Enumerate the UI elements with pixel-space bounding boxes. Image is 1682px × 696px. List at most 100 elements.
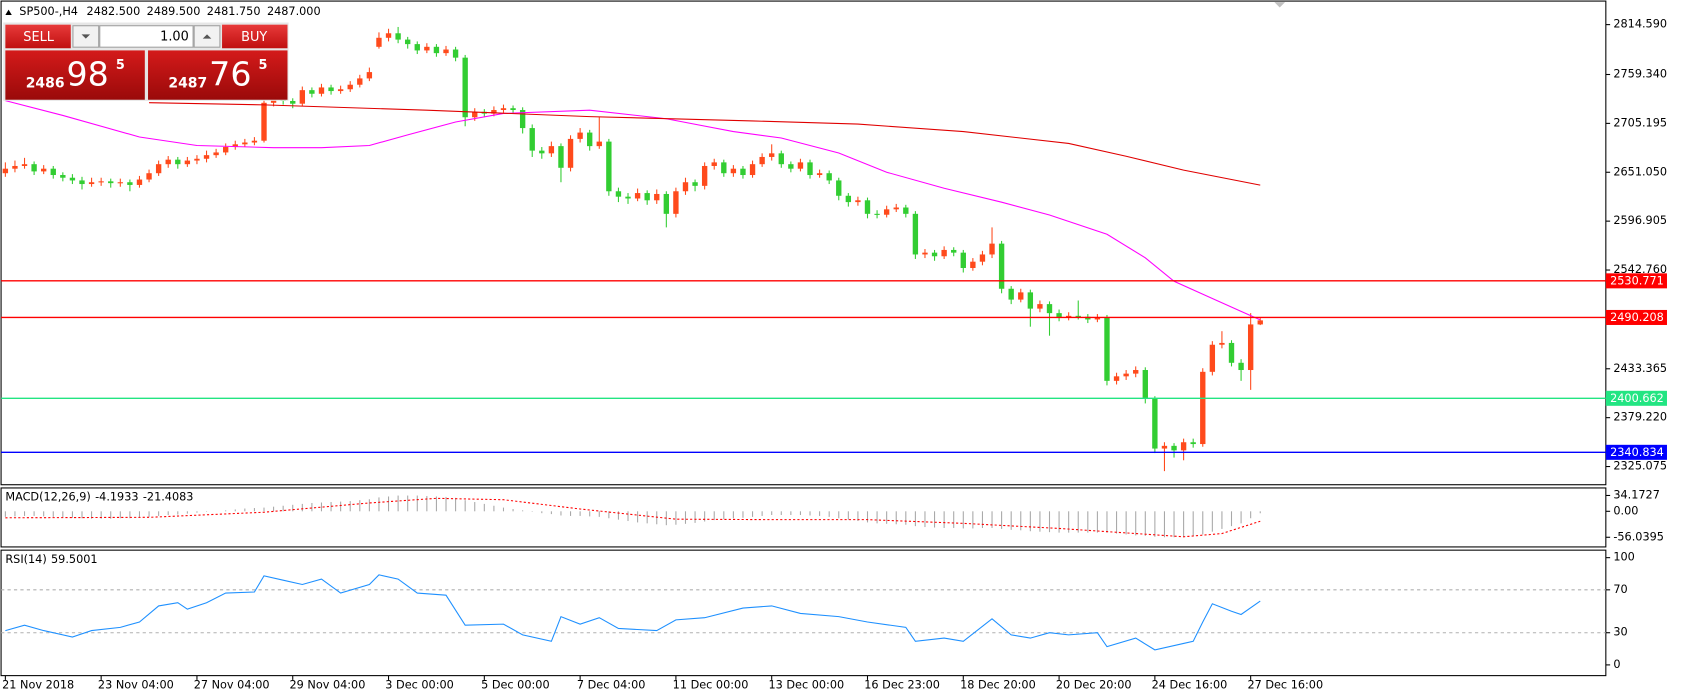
volume-input[interactable]	[99, 25, 194, 48]
buy-fraction: 5	[259, 58, 268, 73]
candle-body	[69, 177, 76, 181]
panel-frame	[0, 549, 1607, 677]
candle-body	[1180, 442, 1187, 451]
x-tick-label: 27 Nov 04:00	[194, 678, 270, 691]
candle-body	[136, 179, 143, 185]
candle-body	[845, 195, 852, 203]
candle-body	[443, 49, 449, 54]
candle-body	[385, 33, 392, 38]
x-tick-label: 20 Dec 20:00	[1056, 678, 1132, 691]
candle-body	[184, 160, 191, 165]
candle-body	[40, 168, 47, 172]
chart-header: SP500-,H4	[19, 5, 78, 18]
rsi-value: 59.5001	[51, 553, 98, 566]
candle-body	[692, 182, 698, 186]
candle-body	[883, 209, 890, 215]
candle-body	[1018, 292, 1024, 300]
candle-body	[941, 249, 947, 257]
buy-price-box[interactable]	[148, 50, 288, 100]
candle-body	[644, 193, 650, 201]
candle-body	[903, 207, 909, 214]
candle-body	[414, 44, 420, 51]
candle-body	[328, 87, 334, 92]
candle-body	[615, 191, 622, 197]
level-label: 2530.771	[1610, 274, 1664, 287]
candle-body	[433, 46, 440, 54]
moving-average	[5, 100, 1261, 321]
header-value: 2489.500	[147, 5, 201, 18]
candle-body	[203, 155, 210, 159]
down-arrow	[81, 34, 91, 39]
buy-label[interactable]: BUY	[241, 30, 267, 45]
y-tick-label: 2759.340	[1613, 67, 1667, 80]
candle-body	[797, 162, 804, 169]
level-label-bg	[1605, 273, 1667, 289]
candle-body	[749, 164, 756, 176]
header-value: 2487.000	[267, 5, 321, 18]
candle-body	[299, 90, 306, 104]
indicator-label: MACD(12,26,9)	[5, 491, 90, 504]
candle-body	[60, 175, 66, 178]
buy-button[interactable]	[222, 24, 288, 49]
sell-big-figure: 2486	[26, 76, 65, 92]
candle-body	[826, 173, 832, 181]
candle-body	[366, 72, 373, 79]
one-click-trading: SELL 1.00 BUY 2486 98 5 2487 76 5	[3, 22, 289, 101]
candle-body	[539, 150, 545, 154]
x-tick-label: 11 Dec 00:00	[673, 678, 749, 691]
candle-body	[194, 158, 200, 161]
level-label: 2490.208	[1610, 311, 1664, 324]
candle-body	[395, 33, 401, 40]
y-tick-label: 30	[1613, 626, 1627, 639]
candle-body	[701, 165, 708, 186]
candle-body	[855, 200, 861, 203]
candle-body	[730, 168, 737, 174]
volume[interactable]: 1.00	[160, 29, 189, 44]
candle-body	[117, 182, 123, 184]
candle-body	[596, 141, 602, 147]
candle-body	[1133, 370, 1139, 374]
candle-body	[1171, 445, 1177, 451]
candle-body	[462, 57, 468, 118]
buy-pips: 76	[209, 55, 251, 94]
candle-body	[1075, 315, 1081, 317]
y-tick-label: 2542.760	[1613, 263, 1667, 276]
candle-body	[347, 84, 353, 90]
candle-body	[472, 111, 478, 118]
candle-body	[519, 110, 526, 129]
candle-body	[836, 180, 842, 196]
candle-body	[1008, 288, 1014, 300]
y-tick-label: 2433.365	[1613, 362, 1667, 375]
candle-body	[88, 182, 95, 185]
candle-body	[223, 147, 229, 153]
candle-body	[12, 165, 18, 169]
sell-pips: 98	[67, 55, 109, 94]
candle-body	[951, 249, 957, 253]
candle-body	[21, 164, 28, 166]
candle-body	[1065, 315, 1072, 318]
candle-body	[654, 193, 660, 201]
x-tick-label: 23 Nov 04:00	[98, 678, 174, 691]
shift-marker[interactable]	[1274, 2, 1286, 8]
sell-label[interactable]: SELL	[23, 30, 54, 45]
sell-price-box[interactable]	[5, 50, 145, 100]
candle-body	[558, 146, 564, 168]
level-label: 2400.662	[1610, 392, 1664, 405]
candle-body	[1152, 398, 1158, 449]
y-tick-label: -56.0395	[1613, 530, 1664, 543]
x-tick-label: 13 Dec 00:00	[768, 678, 844, 691]
buy-big-figure: 2487	[168, 76, 207, 92]
x-tick-label: 5 Dec 00:00	[481, 678, 550, 691]
candle-body	[912, 213, 919, 255]
candle-body	[452, 49, 459, 58]
candle-body	[1104, 317, 1110, 381]
candle-body	[1238, 362, 1244, 371]
y-tick-label: 2325.075	[1613, 460, 1667, 473]
candle-body	[663, 193, 670, 214]
candle-body	[2, 168, 9, 174]
sell-button[interactable]	[5, 24, 71, 49]
candle-body	[309, 90, 315, 94]
up-arrow	[202, 34, 212, 39]
candle-body	[874, 213, 880, 215]
